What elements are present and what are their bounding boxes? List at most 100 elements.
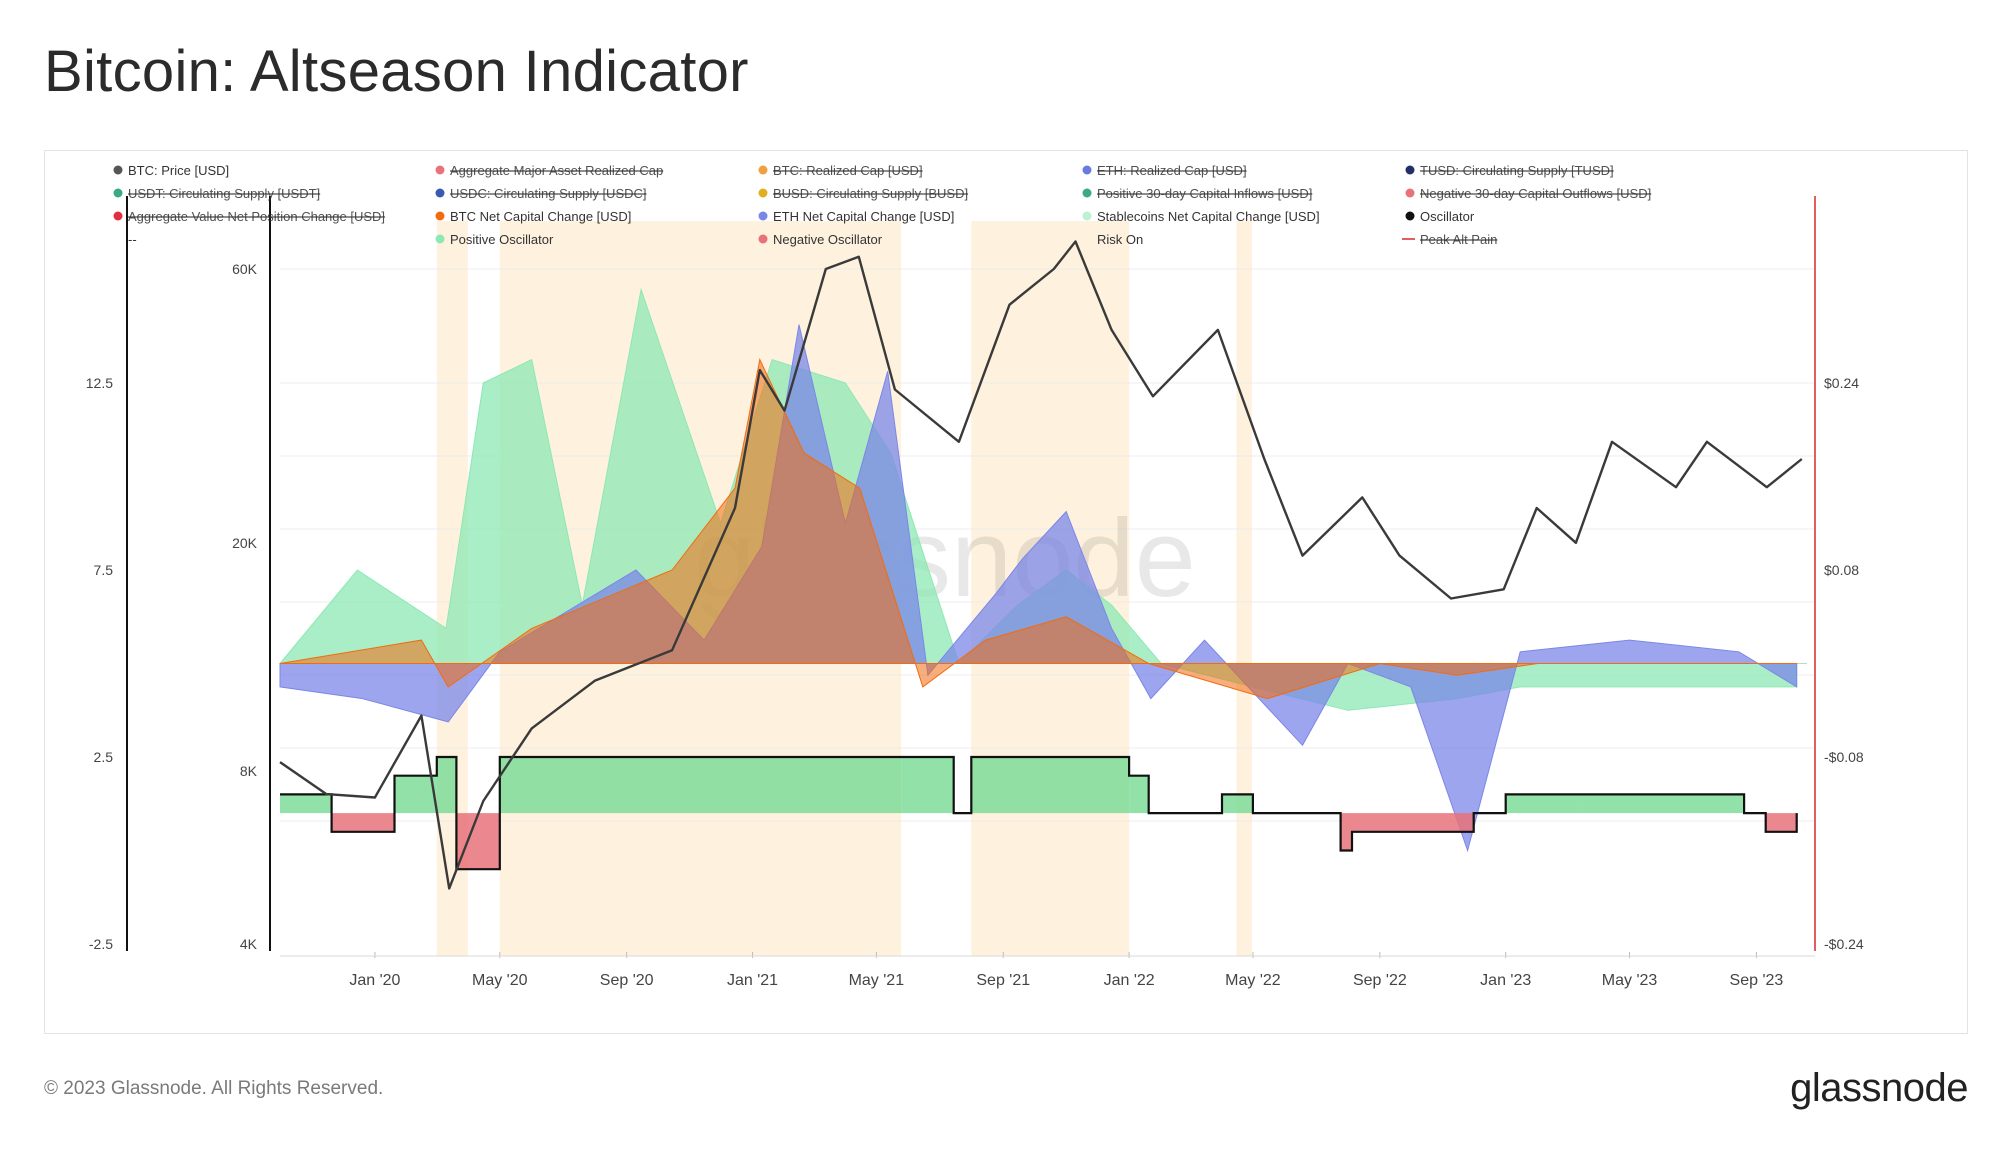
legend-label: USDT: Circulating Supply [USDT] (128, 186, 320, 201)
risk-on-band (1236, 221, 1252, 956)
capital-axis-tick-label: $0.08 (1824, 562, 1859, 578)
x-axis-tick-label: Jan '22 (1104, 972, 1155, 989)
legend-label: Positive Oscillator (450, 232, 554, 247)
positive-oscillator-block (280, 794, 332, 814)
legend-swatch (1082, 165, 1092, 175)
x-axis-tick-label: Jan '23 (1480, 972, 1531, 989)
oscillator-line (280, 755, 1798, 871)
legend-item[interactable]: Negative Oscillator (758, 232, 883, 247)
legend-item[interactable]: Oscillator (1405, 209, 1475, 224)
negative-oscillator-block (1765, 813, 1797, 832)
positive-oscillator-block (1129, 775, 1149, 814)
legend-item[interactable]: Positive 30-day Capital Inflows [USD] (1082, 186, 1313, 201)
legend-swatch (435, 188, 445, 198)
positive-oscillator-block (394, 775, 437, 814)
legend-item[interactable]: BUSD: Circulating Supply [BUSD] (758, 186, 969, 201)
btc-net-capital-series (279, 358, 1797, 700)
legend-label: Peak Alt Pain (1420, 232, 1497, 247)
glassnode-logo: glassnode (1790, 1066, 1968, 1110)
capital-axis-tick-label: $0.24 (1824, 375, 1859, 391)
legend-item[interactable]: Aggregate Major Asset Realized Cap (435, 163, 664, 178)
price-axis-tick-label: 20K (232, 535, 258, 551)
legend[interactable]: BTC: Price [USD] Aggregate Major Asset Re… (113, 163, 1652, 247)
legend-label: Oscillator (1420, 209, 1475, 224)
price-axis-tick-label: 8K (240, 763, 258, 779)
legend-label: BTC: Price [USD] (128, 163, 229, 178)
legend-label: BUSD: Circulating Supply [BUSD] (773, 186, 968, 201)
x-axis-tick-label: May '21 (849, 972, 905, 989)
legend-swatch (758, 211, 768, 221)
x-axis-tick-label: May '23 (1602, 972, 1658, 989)
legend-swatch (435, 165, 445, 175)
legend-item[interactable]: BTC: Realized Cap [USD] (758, 163, 923, 178)
legend-label: TUSD: Circulating Supply [TUSD] (1420, 163, 1614, 178)
btc-price-series (279, 240, 1803, 890)
legend-label: -- (128, 232, 137, 247)
legend-label: BTC Net Capital Change [USD] (450, 209, 631, 224)
price-axis-tick-label: 60K (232, 261, 258, 277)
legend-label: Aggregate Value Net Position Change [USD… (128, 209, 385, 224)
positive-oscillator-block (1581, 794, 1745, 814)
legend-item[interactable]: Peak Alt Pain (1402, 232, 1497, 247)
axes: -2.5 2.5 7.5 12.5 4K 8K 20K 60K -$0.24 -$0.08 $0.0… (86, 196, 1864, 989)
legend-swatch (435, 234, 445, 244)
area-series (279, 324, 1798, 853)
negative-oscillator-block (456, 813, 500, 870)
legend-item[interactable]: Positive Oscillator (435, 232, 554, 247)
legend-item[interactable]: BTC Net Capital Change [USD] (435, 209, 632, 224)
copyright-text: © 2023 Glassnode. All Rights Reserved. (44, 1078, 384, 1099)
x-axis-tick-label: May '22 (1225, 972, 1281, 989)
x-axis-tick-label: Sep '23 (1730, 972, 1784, 989)
legend-swatch (1405, 188, 1415, 198)
negative-oscillator-block (331, 813, 395, 832)
x-axis-tick-label: Sep '21 (976, 972, 1030, 989)
legend-item[interactable]: Stablecoins Net Capital Change [USD] (1082, 209, 1320, 224)
legend-swatch (1405, 211, 1415, 221)
oscillator-series (280, 755, 1798, 871)
x-axis-tick-label: Sep '22 (1353, 972, 1407, 989)
legend-swatch (113, 165, 123, 175)
capital-axis-tick-label: -$0.08 (1824, 749, 1864, 765)
legend-label: Risk On (1097, 232, 1143, 247)
legend-label: Positive 30-day Capital Inflows [USD] (1097, 186, 1312, 201)
legend-swatch (758, 188, 768, 198)
oscillator-axis-tick-label: -2.5 (89, 936, 113, 952)
legend-swatch (1405, 165, 1415, 175)
positive-oscillator-block (901, 757, 954, 814)
legend-item[interactable]: Aggregate Value Net Position Change [USD… (113, 209, 386, 224)
negative-oscillator-block (1351, 813, 1474, 832)
x-axis-tick-label: May '20 (472, 972, 528, 989)
eth-net-capital-series (279, 324, 1798, 853)
positive-oscillator-block (971, 757, 1130, 814)
legend-item[interactable]: TUSD: Circulating Supply [TUSD] (1405, 163, 1614, 178)
btc-price-line (279, 240, 1803, 890)
page-title: Bitcoin: Altseason Indicator (44, 39, 749, 104)
legend-label: Negative Oscillator (773, 232, 883, 247)
legend-label: Aggregate Major Asset Realized Cap (450, 163, 663, 178)
oscillator-axis-tick-label: 2.5 (94, 749, 114, 765)
positive-oscillator-block (436, 757, 457, 814)
legend-label: Negative 30-day Capital Outflows [USD] (1420, 186, 1651, 201)
legend-swatch (758, 234, 768, 244)
legend-label: BTC: Realized Cap [USD] (773, 163, 923, 178)
legend-swatch (113, 188, 123, 198)
legend-item[interactable]: ETH Net Capital Change [USD] (758, 209, 955, 224)
legend-swatch (1082, 188, 1092, 198)
positive-oscillator-block (1505, 794, 1582, 814)
legend-swatch (758, 165, 768, 175)
legend-item[interactable]: Negative 30-day Capital Outflows [USD] (1405, 186, 1652, 201)
legend-item[interactable]: Risk On (1097, 232, 1143, 247)
legend-item[interactable]: USDC: Circulating Supply [USDC] (435, 186, 647, 201)
chart-svg: glassnode -2.52.57.512.54K8K20K60K-$0.24… (86, 163, 1864, 989)
legend-swatch (435, 211, 445, 221)
legend-swatch (1082, 211, 1092, 221)
x-axis-tick-label: Jan '21 (727, 972, 778, 989)
legend-swatch (113, 211, 123, 221)
legend-item[interactable]: ETH: Realized Cap [USD] (1082, 163, 1247, 178)
legend-label: ETH Net Capital Change [USD] (773, 209, 954, 224)
legend-item[interactable]: BTC: Price [USD] (113, 163, 230, 178)
negative-oscillator-block (1340, 813, 1352, 851)
legend-item[interactable]: -- (128, 232, 137, 247)
legend-item[interactable]: USDT: Circulating Supply [USDT] (113, 186, 321, 201)
positive-oscillator-block (499, 757, 902, 814)
